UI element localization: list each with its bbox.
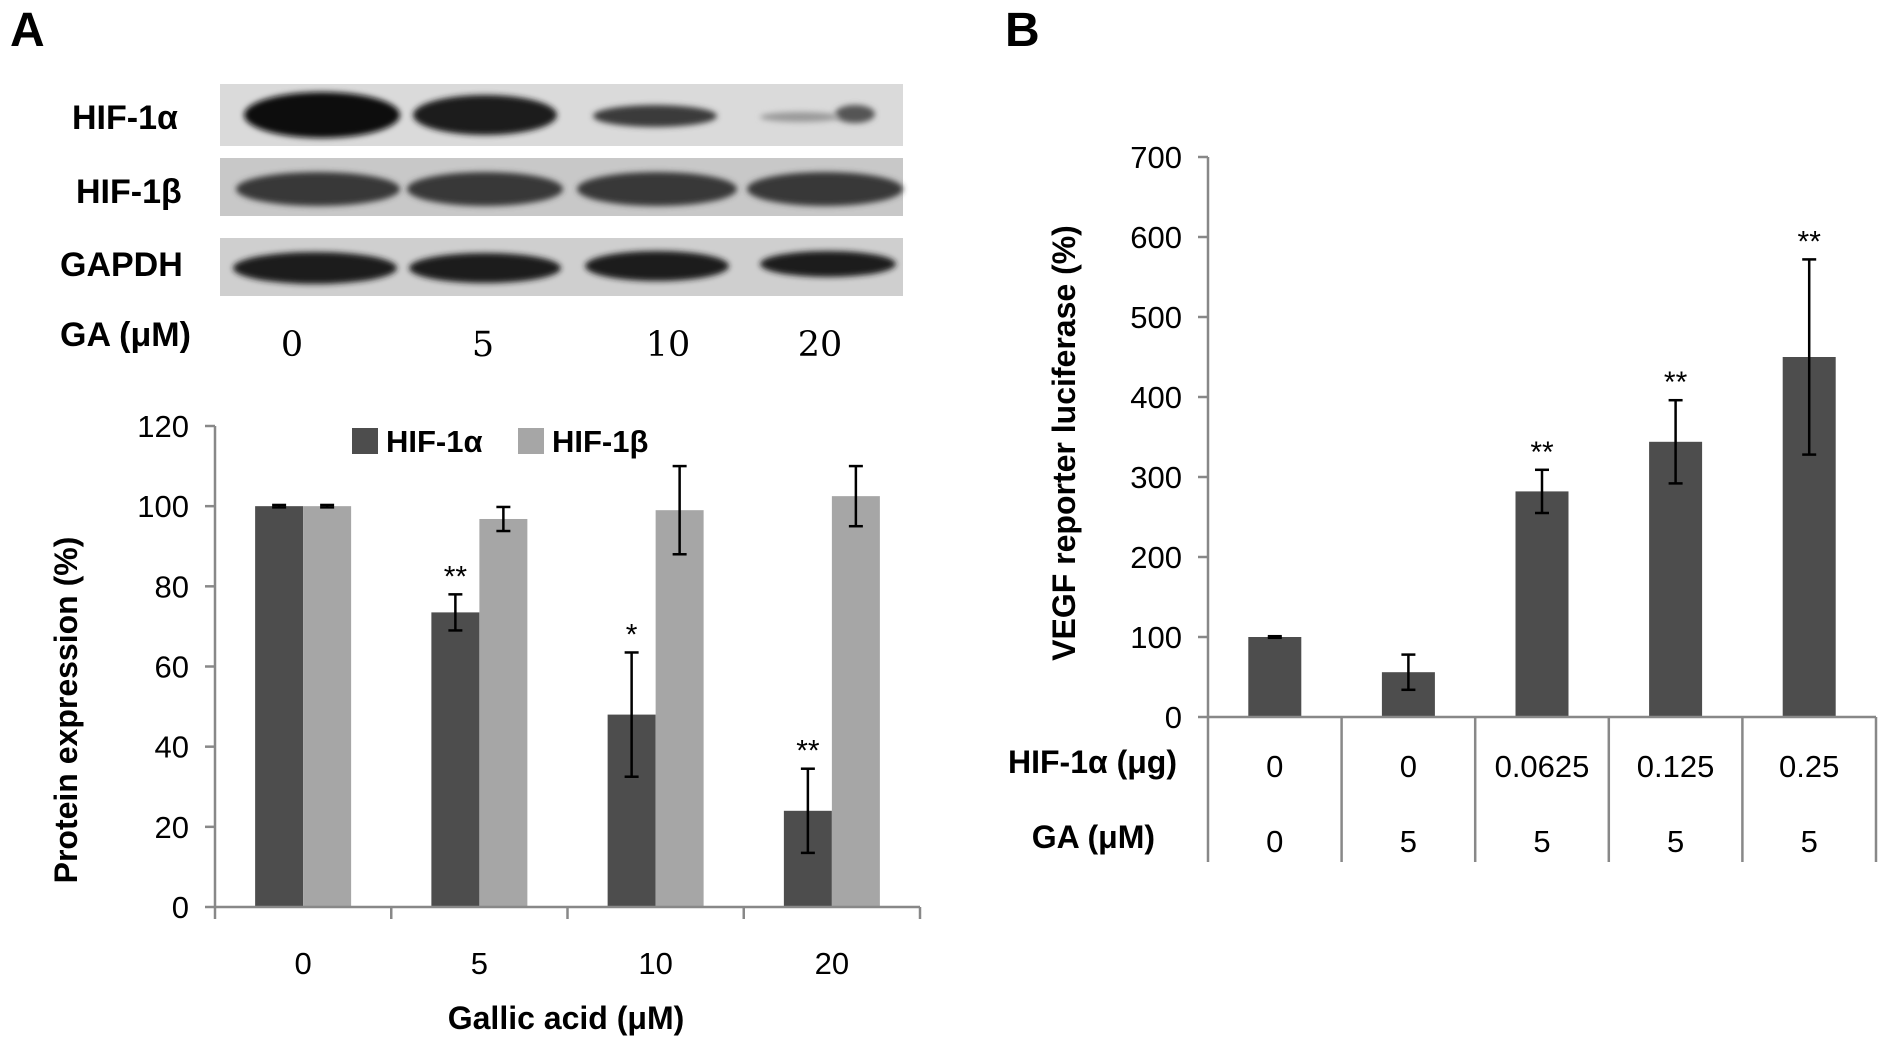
y-tick-label: 40 bbox=[155, 730, 189, 765]
bar-hif1b-20 bbox=[831, 496, 880, 907]
blot-row-label-hif1b: HIF-1β bbox=[76, 173, 182, 211]
table-cell: 0 bbox=[1266, 749, 1283, 784]
x-tick-label: 20 bbox=[815, 946, 849, 981]
blot-band bbox=[413, 95, 557, 135]
bar-condition-1 bbox=[1248, 637, 1302, 717]
blot-lane-0: 0 bbox=[281, 325, 303, 365]
blot-band bbox=[593, 105, 717, 127]
table-cell: 0 bbox=[1266, 824, 1283, 859]
panel-a-letter: A bbox=[10, 4, 45, 57]
blot-band bbox=[577, 172, 737, 206]
y-tick-label: 0 bbox=[172, 890, 189, 925]
error-bar-condition-3 bbox=[1535, 468, 1549, 515]
error-bar-condition-1 bbox=[1267, 634, 1282, 640]
blot-band bbox=[407, 172, 563, 206]
error-bar-condition-4 bbox=[1668, 398, 1683, 485]
y-tick-label: 400 bbox=[1130, 380, 1182, 415]
bar-hif1a-0 bbox=[255, 506, 304, 907]
legend-swatch-hif1a bbox=[352, 428, 378, 454]
x-tick-label: 0 bbox=[295, 946, 312, 981]
error-bar-condition-5 bbox=[1802, 258, 1817, 456]
blot-strip-gapdh bbox=[220, 238, 903, 296]
table-cell: 0 bbox=[1400, 749, 1417, 784]
error-bar-hif1a-10 bbox=[624, 651, 639, 778]
table-cell: 5 bbox=[1801, 824, 1818, 859]
blot-band bbox=[233, 252, 397, 284]
y-tick-label: 80 bbox=[155, 569, 189, 604]
blot-row-label-gapdh: GAPDH bbox=[60, 246, 183, 284]
y-tick-label: 300 bbox=[1130, 460, 1182, 495]
error-bar-hif1a-20 bbox=[800, 767, 815, 855]
blot-band bbox=[585, 251, 729, 281]
significance-marker: ** bbox=[444, 560, 468, 593]
table-row-label: HIF-1α (μg) bbox=[1008, 744, 1177, 780]
y-tick-label: 60 bbox=[155, 650, 189, 685]
y-tick-label: 20 bbox=[155, 810, 189, 845]
western-blot: HIF-1α HIF-1β GAPDH GA (μM) bbox=[60, 84, 903, 365]
y-tick-label: 100 bbox=[1130, 620, 1182, 655]
legend-label-hif1b: HIF-1β bbox=[552, 424, 648, 459]
bar-condition-4 bbox=[1649, 441, 1703, 717]
error-bar-hif1b-10 bbox=[672, 464, 687, 556]
error-bar-hif1b-5 bbox=[496, 505, 511, 533]
table-cell: 5 bbox=[1533, 824, 1550, 859]
bar-hif1b-0 bbox=[303, 506, 352, 907]
y-tick-label: 500 bbox=[1130, 300, 1182, 335]
blot-strip-hif1b bbox=[220, 158, 903, 216]
blot-band bbox=[760, 251, 896, 277]
table-cell: 0.0625 bbox=[1495, 749, 1590, 784]
significance-marker: ** bbox=[1530, 436, 1554, 469]
significance-marker: * bbox=[626, 618, 638, 651]
table-cell: 0.125 bbox=[1637, 749, 1715, 784]
blot-band bbox=[409, 253, 561, 283]
bar-hif1a-5 bbox=[431, 612, 480, 907]
error-bar-hif1b-20 bbox=[848, 464, 863, 528]
chart-a-legend: HIF-1α HIF-1β bbox=[352, 424, 648, 459]
panel-b-letter: B bbox=[1005, 4, 1040, 57]
bar-hif1b-10 bbox=[655, 510, 704, 907]
y-tick-label: 120 bbox=[137, 409, 189, 444]
x-tick-label: 5 bbox=[471, 946, 488, 981]
significance-marker: ** bbox=[1664, 366, 1688, 399]
chart-a-ylabel: Protein expression (%) bbox=[48, 537, 84, 884]
y-tick-label: 100 bbox=[137, 489, 189, 524]
bar-hif1b-5 bbox=[479, 518, 528, 907]
table-cell: 5 bbox=[1400, 824, 1417, 859]
blot-band bbox=[244, 92, 400, 138]
error-bar-hif1a-0 bbox=[272, 503, 287, 509]
y-tick-label: 600 bbox=[1130, 220, 1182, 255]
significance-marker: ** bbox=[796, 735, 820, 768]
error-bar-hif1a-5 bbox=[448, 593, 463, 632]
y-tick-label: 700 bbox=[1130, 140, 1182, 175]
error-bar-hif1b-0 bbox=[320, 503, 335, 509]
significance-marker: ** bbox=[1798, 225, 1822, 258]
bar-condition-3 bbox=[1515, 491, 1569, 717]
blot-band bbox=[835, 105, 875, 123]
table-cell: 0.25 bbox=[1779, 749, 1839, 784]
blot-lane-axis-label: GA (μM) bbox=[60, 316, 191, 354]
blot-band bbox=[760, 112, 840, 122]
legend-swatch-hif1b bbox=[518, 428, 544, 454]
error-bar-condition-2 bbox=[1401, 653, 1416, 692]
y-tick-label: 200 bbox=[1130, 540, 1182, 575]
blot-strip-hif1a bbox=[220, 84, 903, 146]
blot-band bbox=[236, 172, 400, 206]
table-cell: 5 bbox=[1667, 824, 1684, 859]
y-tick-label: 0 bbox=[1165, 700, 1182, 735]
blot-lane-10: 10 bbox=[646, 325, 691, 365]
blot-row-label-hif1a: HIF-1α bbox=[72, 99, 178, 137]
chart-a-xlabel: Gallic acid (μM) bbox=[448, 1000, 685, 1036]
legend-label-hif1a: HIF-1α bbox=[386, 424, 483, 459]
blot-lane-20: 20 bbox=[798, 325, 843, 365]
blot-lane-5: 5 bbox=[472, 325, 494, 365]
table-row-label: GA (μM) bbox=[1032, 819, 1155, 855]
chart-b-ylabel: VEGF reporter luciferase (%) bbox=[1046, 225, 1082, 661]
x-tick-label: 10 bbox=[638, 946, 672, 981]
blot-band bbox=[747, 172, 903, 206]
